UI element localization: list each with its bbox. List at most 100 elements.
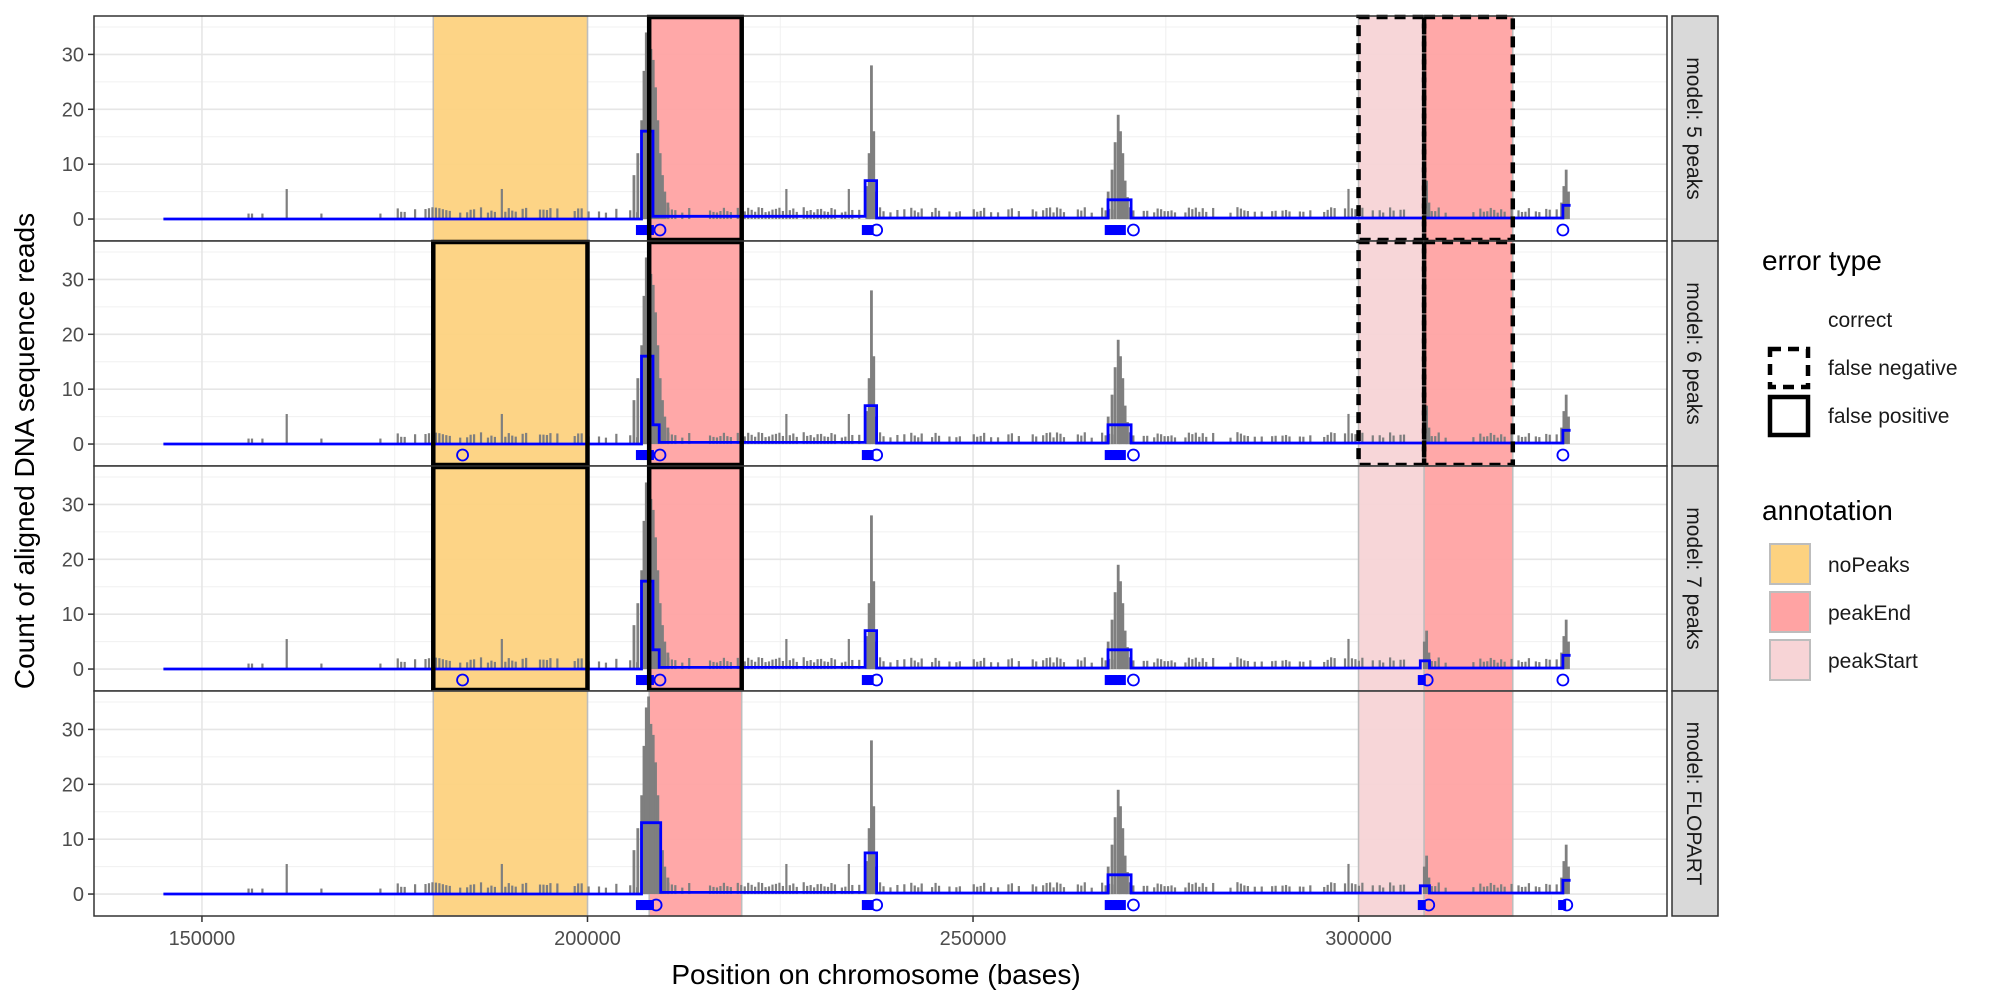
- coverage-bar: [1184, 212, 1187, 220]
- coverage-bar: [1184, 887, 1187, 895]
- coverage-bar: [1194, 882, 1197, 895]
- coverage-bar: [1146, 660, 1149, 670]
- coverage-bar: [1191, 209, 1194, 220]
- coverage-bar: [778, 432, 781, 445]
- coverage-bar: [948, 436, 951, 445]
- coverage-bar: [1333, 433, 1336, 445]
- coverage-bar: [511, 885, 514, 895]
- coverage-peak-bar: [656, 345, 660, 445]
- changepoint-square: [1117, 675, 1126, 686]
- coverage-bar: [788, 885, 791, 895]
- coverage-bar: [1191, 659, 1194, 670]
- coverage-bar: [1343, 658, 1347, 670]
- x-tick-label: 250000: [940, 928, 1007, 950]
- coverage-peak-bar: [870, 515, 873, 670]
- coverage-bar: [913, 660, 916, 670]
- coverage-bar: [920, 883, 923, 895]
- coverage-bar: [320, 663, 323, 670]
- annotation-region-noPeaks: [432, 465, 589, 692]
- coverage-bar: [403, 886, 406, 895]
- coverage-bar: [757, 207, 760, 220]
- coverage-peak-bar: [872, 356, 876, 445]
- coverage-bar: [1430, 886, 1433, 895]
- coverage-bar: [1350, 433, 1354, 445]
- coverage-bar: [976, 661, 979, 670]
- coverage-bar: [760, 657, 764, 670]
- coverage-bar: [500, 863, 503, 895]
- changepoint-square: [1104, 450, 1113, 461]
- legend-label: peakEnd: [1828, 602, 1911, 625]
- coverage-bar: [851, 209, 854, 220]
- coverage-bar: [708, 210, 712, 220]
- coverage-bar: [989, 662, 993, 670]
- legend-label: noPeaks: [1828, 554, 1910, 577]
- coverage-bar: [1163, 886, 1166, 895]
- coverage-bar: [1323, 436, 1326, 445]
- coverage-peak-bar: [644, 257, 648, 445]
- coverage-bar: [514, 436, 517, 445]
- coverage-peak-bar: [636, 603, 640, 670]
- coverage-bar: [754, 661, 757, 670]
- coverage-bar: [1437, 657, 1440, 670]
- coverage-bar: [549, 208, 552, 220]
- coverage-bar: [261, 888, 264, 895]
- coverage-bar: [1191, 884, 1194, 895]
- coverage-bar: [1059, 433, 1062, 445]
- coverage-bar: [573, 211, 576, 220]
- coverage-bar: [1239, 433, 1243, 445]
- coverage-bar: [719, 886, 722, 895]
- coverage-bar: [556, 883, 559, 895]
- coverage-bar: [757, 882, 760, 895]
- coverage-bar: [1163, 661, 1166, 670]
- coverage-peak-bar: [1116, 339, 1120, 445]
- coverage-bar: [486, 212, 490, 220]
- coverage-bar: [1399, 884, 1402, 895]
- coverage-bar: [400, 886, 403, 895]
- x-tick-label: 300000: [1325, 928, 1392, 950]
- coverage-peak-bar: [1113, 142, 1117, 220]
- coverage-bar: [1104, 885, 1107, 895]
- y-tick-label: 10: [62, 154, 84, 176]
- coverage-bar: [983, 207, 986, 220]
- coverage-bar: [670, 884, 673, 895]
- coverage-bar: [802, 882, 805, 895]
- coverage-bar: [1555, 659, 1558, 670]
- coverage-bar: [882, 661, 885, 670]
- coverage-bar: [1045, 657, 1048, 670]
- coverage-bar: [472, 209, 476, 220]
- coverage-bar: [1052, 212, 1055, 220]
- coverage-bar: [1076, 884, 1079, 895]
- coverage-bar: [931, 437, 934, 445]
- error-outline-false-negative: [1421, 14, 1516, 243]
- coverage-bar: [833, 434, 837, 445]
- coverage-bar: [1205, 661, 1208, 670]
- coverage-bar: [285, 864, 288, 895]
- coverage-bar: [469, 884, 472, 895]
- coverage-peak-bar: [632, 625, 636, 670]
- coverage-peak-bar: [636, 153, 640, 220]
- coverage-bar: [525, 657, 528, 670]
- coverage-bar: [903, 434, 906, 445]
- coverage-bar: [958, 211, 961, 220]
- facet-strip-label: model: 7 peaks: [1682, 507, 1705, 649]
- coverage-bar: [320, 888, 323, 895]
- changepoint-square: [1113, 225, 1122, 236]
- coverage-bar: [1010, 208, 1014, 220]
- coverage-bar: [413, 884, 417, 895]
- coverage-bar: [983, 882, 986, 895]
- coverage-bar: [1166, 886, 1170, 895]
- coverage-bar: [996, 212, 1000, 220]
- coverage-bar: [1229, 887, 1232, 895]
- coverage-bar: [747, 882, 750, 895]
- coverage-bar: [1486, 436, 1489, 445]
- changepoint-circle: [653, 673, 667, 687]
- coverage-bar: [910, 657, 913, 670]
- coverage-bar: [247, 663, 250, 670]
- coverage-bar: [1153, 662, 1156, 670]
- coverage-bar: [1350, 658, 1354, 670]
- coverage-bar: [445, 435, 448, 445]
- changepoint-square: [1117, 450, 1126, 461]
- annotation-region-peakEnd: [1423, 465, 1514, 692]
- coverage-bar: [1142, 210, 1145, 220]
- coverage-bar: [1253, 661, 1256, 670]
